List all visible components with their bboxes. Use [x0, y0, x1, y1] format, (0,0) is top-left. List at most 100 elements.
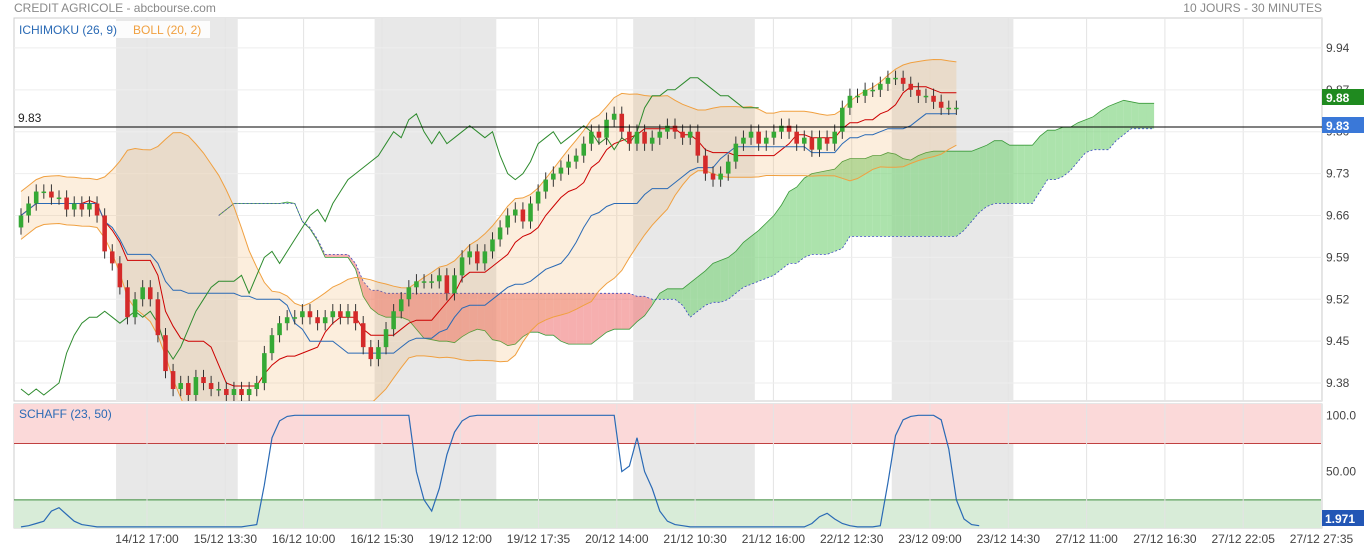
session-shading: [633, 18, 755, 401]
ichimoku-cloud-segment: [682, 282, 691, 318]
ichimoku-cloud-segment: [857, 158, 866, 237]
ichimoku-cloud-segment: [553, 293, 561, 342]
candle-body: [771, 131, 777, 138]
candle-body: [817, 137, 822, 150]
ichimoku-cloud-segment: [522, 293, 531, 337]
ichimoku-cloud-segment: [766, 215, 774, 279]
candle-body: [444, 275, 450, 294]
candle-body: [763, 137, 769, 144]
ichimoku-cloud-segment: [827, 169, 835, 255]
candle-body: [330, 311, 336, 318]
ichimoku-cloud-segment: [598, 293, 607, 339]
candle-body: [680, 131, 685, 138]
ichimoku-cloud-segment: [583, 293, 592, 345]
candle-body: [558, 167, 564, 174]
bollinger-upper-line: [20, 58, 957, 307]
ichimoku-cloud-segment: [1146, 103, 1155, 129]
candle-body: [809, 137, 815, 150]
ichimoku-cloud-segment: [1002, 140, 1010, 204]
legend-boll: BOLL (20, 2): [133, 23, 201, 37]
candle-body: [186, 383, 191, 396]
ichimoku-cloud-segment: [849, 158, 858, 237]
x-tick-label: 15/12 13:30: [194, 532, 258, 546]
ichimoku-cloud-segment: [1009, 145, 1018, 204]
candle-body: [300, 311, 305, 318]
candle-body: [132, 299, 138, 318]
x-tick-label: 22/12 12:30: [820, 532, 884, 546]
candle-body: [908, 83, 914, 90]
x-tick-label: 21/12 10:30: [663, 532, 727, 546]
ichimoku-cloud-segment: [462, 293, 470, 337]
candle-body: [543, 179, 549, 192]
candle-body: [482, 251, 488, 264]
boll-upper-tag: [1322, 89, 1364, 105]
ichimoku-cloud-segment: [484, 293, 493, 340]
candle-body: [322, 317, 328, 324]
candle-body: [710, 173, 716, 180]
ichimoku-cloud-segment: [994, 140, 1002, 204]
ichimoku-cloud-segment: [971, 148, 980, 222]
x-tick-label: 16/12 15:30: [350, 532, 414, 546]
candle-body: [231, 389, 237, 396]
ichimoku-cloud-segment: [963, 151, 972, 231]
ichimoku-cloud-segment: [956, 151, 964, 237]
ichimoku-cloud-segment: [720, 257, 729, 303]
candle-body: [87, 203, 92, 210]
y-tick-label: 9.52: [1326, 292, 1350, 306]
candle-body: [832, 131, 837, 144]
candle-body: [604, 119, 609, 138]
candle-body: [840, 107, 845, 132]
x-tick-label: 27/12 22:05: [1211, 532, 1275, 546]
y-tick-label: 9.38: [1326, 376, 1350, 390]
candle-body: [64, 197, 69, 210]
candle-body: [581, 143, 587, 156]
candle-body: [596, 131, 602, 138]
candle-body: [718, 173, 723, 180]
schaff-value-tag: [1322, 510, 1364, 526]
schaff-y-tick-label: 100.0: [1326, 408, 1356, 422]
candle-body: [201, 377, 206, 384]
candle-body: [665, 125, 670, 132]
candle-body: [954, 107, 959, 110]
legend-ichimoku: ICHIMOKU (26, 9): [19, 23, 117, 37]
ichimoku-cloud-segment: [918, 152, 926, 237]
candle-body: [634, 131, 640, 144]
ichimoku-cloud-segment: [530, 293, 539, 333]
ichimoku-cloud-segment: [842, 158, 850, 249]
ichimoku-cloud-segment: [325, 254, 333, 258]
candle-body: [801, 137, 807, 144]
ichimoku-cloud-segment: [796, 178, 805, 264]
candle-body: [824, 137, 830, 144]
schaff-panel: 100.0 50.00 SCHAFF (23, 50) 1.971: [13, 403, 1364, 529]
y-tick-label: 9.59: [1326, 250, 1350, 264]
ichimoku-cloud-segment: [1070, 122, 1079, 171]
bollinger-lower-line: [20, 144, 957, 401]
ichimoku-cloud-segment: [416, 293, 425, 339]
candle-body: [406, 287, 412, 300]
last-price-tag: [1322, 117, 1364, 133]
candle-body: [756, 131, 761, 144]
candle-body: [79, 203, 85, 210]
candle-body: [71, 203, 77, 210]
candle-body: [277, 323, 282, 336]
ichimoku-cloud-segment: [986, 140, 995, 207]
candle-body: [345, 311, 351, 318]
candle-body: [490, 239, 495, 252]
candle-body: [178, 383, 183, 390]
ichimoku-cloud-segment: [370, 290, 379, 315]
candle-body: [421, 281, 427, 283]
x-tick-label: 16/12 10:00: [272, 532, 336, 546]
ichimoku-cloud-segment: [811, 172, 820, 255]
ichimoku-cloud-segment: [675, 288, 683, 306]
ichimoku-cloud-segment: [469, 293, 478, 333]
candle-body: [269, 335, 275, 354]
ichimoku-cloud-segment: [751, 230, 759, 285]
candle-body: [687, 131, 693, 138]
ichimoku-cloud-segment: [545, 293, 554, 336]
ichimoku-cloud-segment: [636, 296, 645, 322]
candle-body: [535, 191, 541, 204]
candle-body: [870, 89, 876, 92]
ichimoku-cloud-segment: [948, 151, 957, 237]
candle-body: [125, 287, 130, 318]
candle-body: [383, 329, 389, 348]
